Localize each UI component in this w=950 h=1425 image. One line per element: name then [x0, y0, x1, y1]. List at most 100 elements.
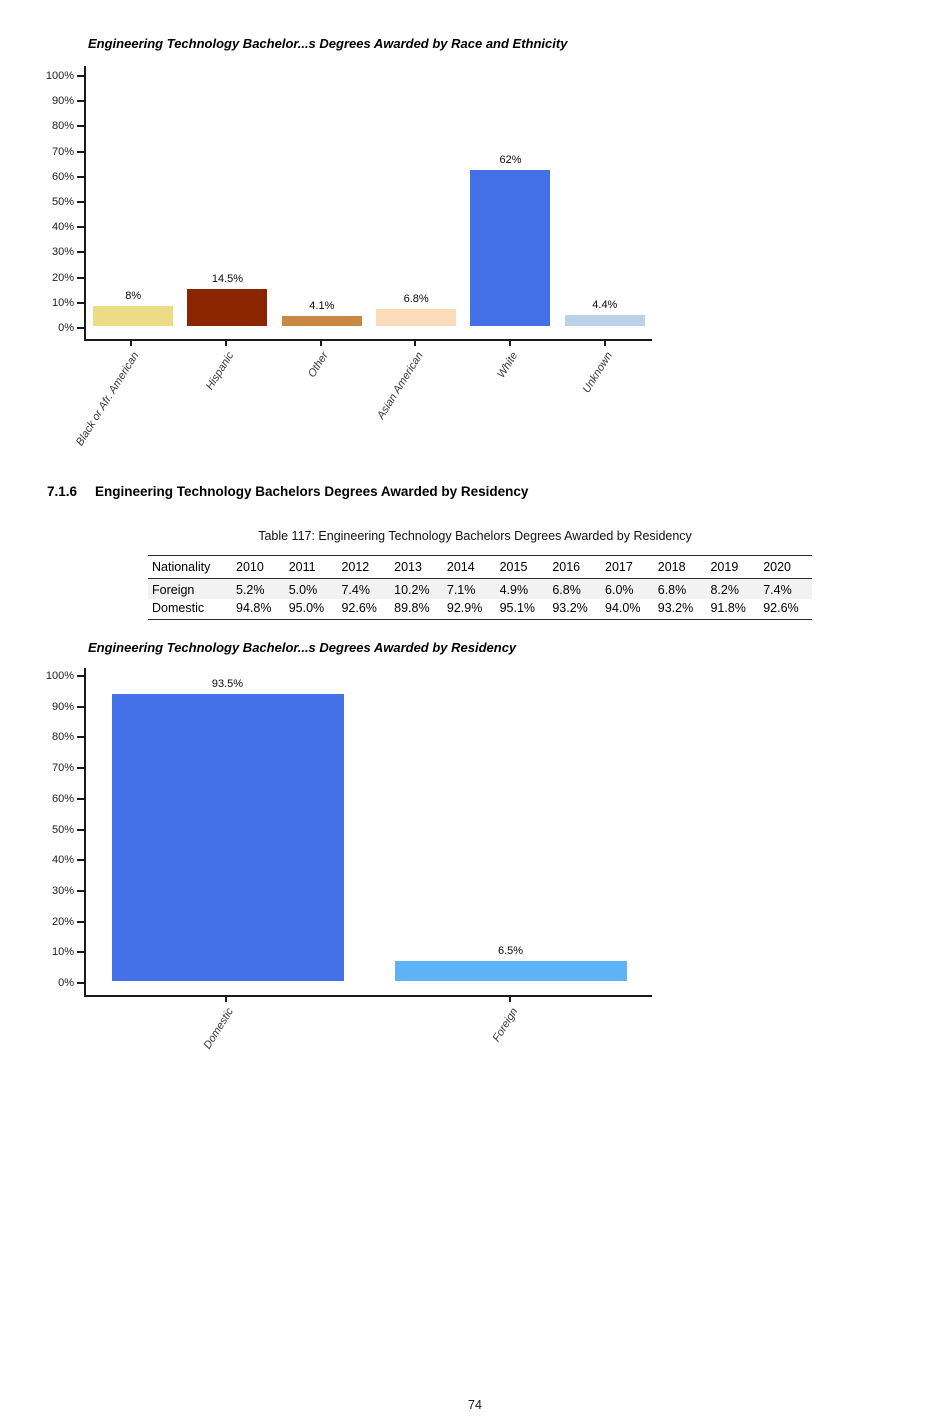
y-tick-label: 30% — [51, 884, 74, 897]
y-axis: 0% 10% 20% 30% 40% 50% 60% 70% 80% 90% 100% — [38, 66, 84, 341]
y-tick-label: 50% — [51, 823, 74, 836]
bar-domestic — [111, 693, 344, 981]
bar-value-label: 14.5% — [211, 273, 244, 286]
y-tick-label: 60% — [51, 170, 74, 183]
table-cell: 91.8% — [710, 601, 746, 615]
x-axis-labels: Black or Afr. American Hispanic Other Asian… — [74, 341, 652, 469]
x-tick-mark — [603, 341, 606, 346]
y-tick-mark — [77, 251, 84, 254]
x-category-label: Black or Afr. American — [74, 350, 142, 449]
table-column-header: 2020 — [759, 555, 812, 579]
y-tick-mark — [77, 828, 84, 831]
x-category-label: Foreign — [490, 1006, 521, 1044]
table-cell: 95.0% — [288, 601, 325, 615]
x-tick-mark — [225, 997, 227, 1002]
bar-hispanic — [187, 289, 268, 326]
plot-area: 8% 14.5% 4.1% 6.8% 62% 4.4% — [84, 66, 652, 341]
x-category-label: White — [495, 350, 521, 381]
table-cell: 10.2% — [394, 583, 430, 597]
x-slot: White — [463, 341, 558, 469]
y-tick-mark — [77, 889, 84, 892]
residency-table: Nationality 2010 2011 2012 2013 2014 2015 2016 2… — [148, 555, 812, 620]
table-column-header: 2016 — [548, 555, 602, 579]
residency-bar-chart: Engineering Technology Bachelor...s Degr… — [38, 640, 652, 1059]
y-tick-mark — [77, 705, 84, 708]
table-cell: 93.2% — [657, 601, 694, 615]
y-tick-mark — [77, 859, 84, 862]
bar-slot: 62% — [463, 154, 557, 326]
bars-container: 93.5% 6.5% — [86, 678, 652, 981]
table-column-header: 2010 — [232, 555, 285, 579]
bar-black-or-afr-american — [93, 305, 174, 326]
chart-title-residency: Engineering Technology Bachelor...s Degr… — [88, 640, 517, 655]
x-axis-labels: Domestic Foreign — [84, 997, 652, 1059]
table-cell: 94.8% — [236, 601, 272, 615]
y-tick-mark — [77, 675, 84, 677]
table-cell: 6.0% — [605, 583, 634, 597]
y-tick-label: 50% — [51, 196, 74, 208]
row-label: Domestic — [152, 601, 205, 615]
table-cell: 7.4% — [763, 583, 792, 597]
x-slot: Domestic — [84, 997, 368, 1059]
y-tick-label: 0% — [58, 322, 74, 334]
bar-slot: 8% — [86, 154, 180, 326]
bar-slot: 93.5% — [86, 678, 369, 981]
section-title: Engineering Technology Bachelors Degrees… — [95, 484, 529, 499]
bar-value-label: 4.1% — [309, 299, 335, 312]
y-tick-mark — [77, 301, 84, 304]
y-tick-label: 20% — [51, 915, 74, 928]
y-tick-label: 40% — [51, 221, 74, 234]
bar-unknown — [564, 314, 645, 326]
bar-foreign — [394, 961, 627, 981]
table-body: Foreign 5.2% 5.0% 7.4% 10.2% 7.1% 4.9% 6.8% 6.0%… — [148, 578, 812, 620]
table-cell: 5.0% — [288, 583, 318, 597]
bar-slot: 14.5% — [180, 154, 274, 326]
table-caption: Table 117: Engineering Technology Bachel… — [258, 529, 692, 543]
y-tick-mark — [77, 226, 84, 229]
table-column-header: 2014 — [442, 555, 496, 579]
y-tick-mark — [77, 100, 84, 103]
bar-value-label: 93.5% — [211, 677, 244, 690]
x-tick-mark — [319, 341, 322, 346]
y-tick-mark — [77, 797, 84, 800]
y-tick-label: 60% — [51, 792, 74, 805]
y-tick-mark — [77, 951, 84, 954]
y-tick-label: 0% — [58, 977, 74, 989]
bar-slot: 4.1% — [275, 154, 369, 326]
y-tick-mark — [77, 125, 84, 128]
table-row: Foreign 5.2% 5.0% 7.4% 10.2% 7.1% 4.9% 6.8% 6.0%… — [148, 578, 812, 599]
y-tick-label: 40% — [51, 854, 74, 867]
table-column-header: 2012 — [337, 555, 391, 579]
bar-value-label: 4.4% — [592, 298, 618, 311]
y-tick-label: 100% — [45, 70, 74, 82]
y-tick-mark — [77, 982, 84, 984]
table-header: Nationality 2010 2011 2012 2013 2014 2015 2016 2… — [148, 555, 812, 579]
table-column-header: 2017 — [601, 555, 654, 579]
x-category-label: Asian American — [374, 350, 426, 422]
y-tick-label: 70% — [51, 145, 74, 158]
y-tick-mark — [77, 150, 84, 153]
chart-title-race-ethnicity: Engineering Technology Bachelor...s Degr… — [88, 36, 568, 51]
y-tick-mark — [77, 276, 84, 279]
x-tick-mark — [130, 341, 133, 346]
race-ethnicity-bar-chart: Engineering Technology Bachelor...s Degr… — [38, 36, 652, 469]
bar-slot: 4.4% — [558, 154, 652, 326]
table-cell: 6.8% — [552, 583, 581, 597]
x-tick-mark — [225, 341, 227, 346]
x-category-label: Unknown — [580, 350, 615, 396]
x-slot: Black or Afr. American — [74, 341, 179, 469]
table-cell: 7.4% — [341, 583, 370, 597]
y-tick-label: 70% — [51, 762, 74, 775]
y-tick-mark — [77, 736, 84, 739]
table-cell: 4.9% — [499, 583, 529, 597]
table-cell: 93.2% — [552, 601, 588, 615]
y-tick-label: 80% — [51, 731, 74, 744]
x-category-label: Other — [306, 350, 331, 380]
section-heading: 7.1.6 Engineering Technology Bachelors De… — [47, 484, 528, 499]
table-cell: 95.1% — [499, 601, 536, 615]
y-tick-label: 10% — [51, 946, 74, 959]
page-number: 74 — [468, 1398, 482, 1412]
bars-container: 8% 14.5% 4.1% 6.8% 62% 4.4% — [86, 154, 652, 326]
plot-area: 93.5% 6.5% — [84, 668, 652, 997]
table-column-header: 2011 — [284, 555, 338, 579]
